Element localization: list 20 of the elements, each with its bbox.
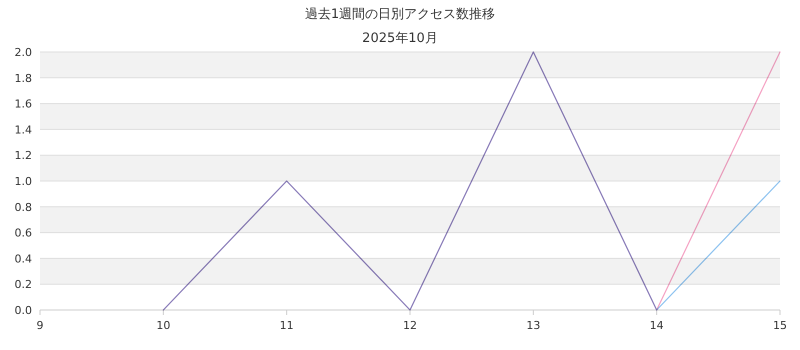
y-tick-label: 1.6 — [14, 98, 32, 111]
x-tick-label: 15 — [773, 319, 787, 332]
y-tick-label: 1.2 — [14, 149, 32, 162]
y-tick-label: 0.8 — [14, 200, 32, 214]
x-tick-label: 10 — [156, 319, 170, 332]
x-tick-label: 14 — [650, 319, 664, 332]
chart-title: 過去1週間の日別アクセス数推移 — [304, 7, 496, 22]
y-tick-label: 0.2 — [14, 278, 32, 292]
y-tick-label: 0.6 — [14, 226, 32, 240]
y-tick-label: 0.4 — [14, 252, 32, 266]
y-tick-label: 2.0 — [14, 46, 32, 59]
y-tick-label: 1.8 — [14, 72, 32, 85]
chart-subtitle: 2025年10月 — [362, 31, 438, 46]
y-tick-label: 0.0 — [14, 304, 32, 317]
x-tick-label: 13 — [526, 319, 540, 332]
x-tick-label: 12 — [403, 319, 417, 332]
y-tick-label: 1.0 — [14, 175, 32, 188]
x-tick-label: 9 — [36, 319, 44, 332]
x-tick-label: 11 — [280, 319, 294, 332]
y-tick-label: 1.4 — [14, 123, 32, 136]
